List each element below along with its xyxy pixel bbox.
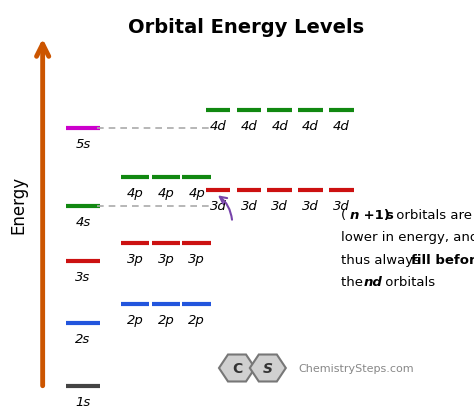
Text: 2p: 2p [188,314,205,327]
Text: 4d: 4d [271,119,288,133]
Text: 5s: 5s [75,138,91,151]
Text: 4p: 4p [188,187,205,200]
Text: fill before: fill before [411,253,474,266]
Text: lower in energy, and: lower in energy, and [341,231,474,244]
Text: 4s: 4s [75,216,91,229]
Text: 3d: 3d [240,199,257,212]
Text: 3d: 3d [271,199,288,212]
Text: s: s [385,208,393,221]
Text: 3d: 3d [333,199,350,212]
Text: 3p: 3p [127,252,144,265]
Text: Orbital Energy Levels: Orbital Energy Levels [128,18,365,37]
Text: 4d: 4d [333,119,350,133]
Text: 3p: 3p [188,252,205,265]
Text: 1s: 1s [75,396,91,409]
Text: 2s: 2s [75,332,91,345]
Text: S: S [263,361,273,375]
Text: ChemistrySteps.com: ChemistrySteps.com [299,363,414,373]
Text: 4p: 4p [157,187,174,200]
Text: 2p: 2p [127,314,144,327]
Text: n: n [350,208,359,221]
Text: Energy: Energy [9,175,27,234]
Text: 3d: 3d [302,199,319,212]
Text: +1): +1) [359,208,390,221]
Text: orbitals are: orbitals are [392,208,473,221]
Text: thus always: thus always [341,253,425,266]
Text: nd: nd [364,276,383,289]
Text: 3d: 3d [210,199,227,212]
Text: 4p: 4p [127,187,144,200]
Text: C: C [232,361,242,375]
Text: 3s: 3s [75,271,91,284]
Text: 4d: 4d [302,119,319,133]
Text: 4d: 4d [210,119,227,133]
Text: (: ( [341,208,346,221]
Text: orbitals: orbitals [381,276,435,289]
Text: 2p: 2p [157,314,174,327]
Text: the: the [341,276,367,289]
Text: 4d: 4d [240,119,257,133]
Text: 3p: 3p [157,252,174,265]
